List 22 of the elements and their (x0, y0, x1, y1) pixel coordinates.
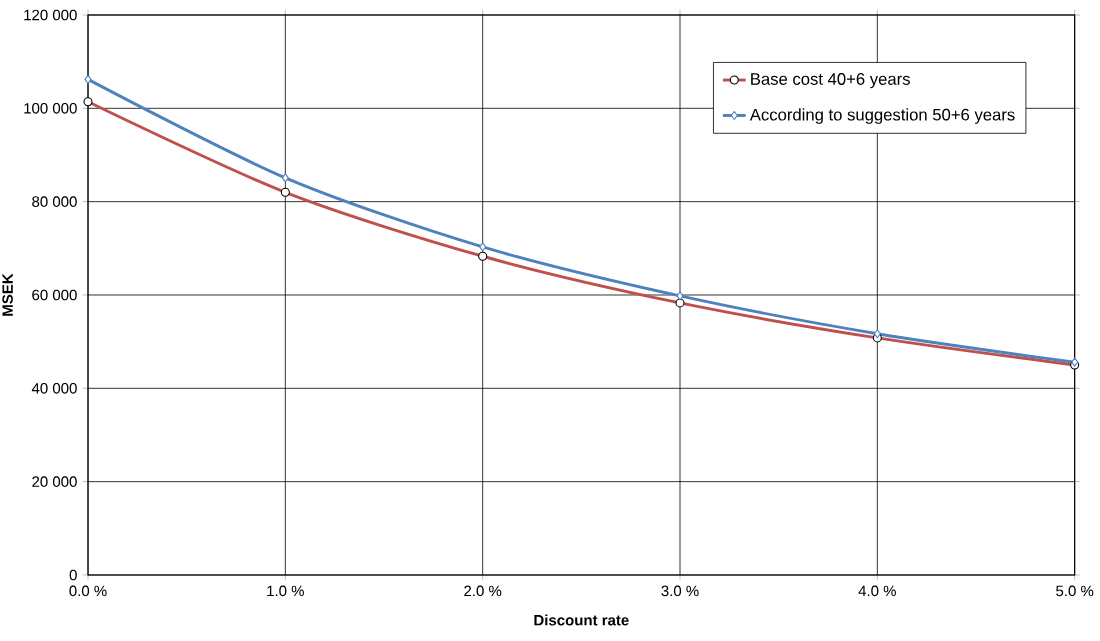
x-tick-label: 2.0 % (464, 585, 502, 597)
y-axis-title: MSEK (2, 273, 13, 316)
legend-label: Base cost 40+6 years (751, 73, 910, 89)
y-tick-label: 60 000 (32, 289, 77, 301)
x-tick-label: 1.0 % (267, 585, 304, 597)
y-tick-label: 40 000 (31, 383, 77, 394)
x-tick-label: 4.0 % (858, 585, 896, 597)
x-tick-label: 5.0 % (1056, 585, 1094, 597)
y-tick-label: 100 000 (24, 103, 77, 114)
x-tick-label: 3.0 % (661, 585, 699, 597)
x-tick-label: 0.0 % (69, 585, 107, 597)
point (479, 242, 487, 252)
y-tick-label: 120 000 (24, 9, 77, 21)
point (281, 173, 289, 183)
point (873, 329, 881, 339)
y-tick-label: 0 (69, 569, 77, 581)
legend-label: According to suggestion 50+6 years (749, 108, 1015, 124)
x-axis-title: Discount rate (534, 614, 629, 626)
point (676, 291, 684, 301)
y-tick-label: 80 000 (32, 196, 77, 207)
point (84, 74, 92, 84)
y-tick-label: 20 000 (32, 476, 77, 487)
